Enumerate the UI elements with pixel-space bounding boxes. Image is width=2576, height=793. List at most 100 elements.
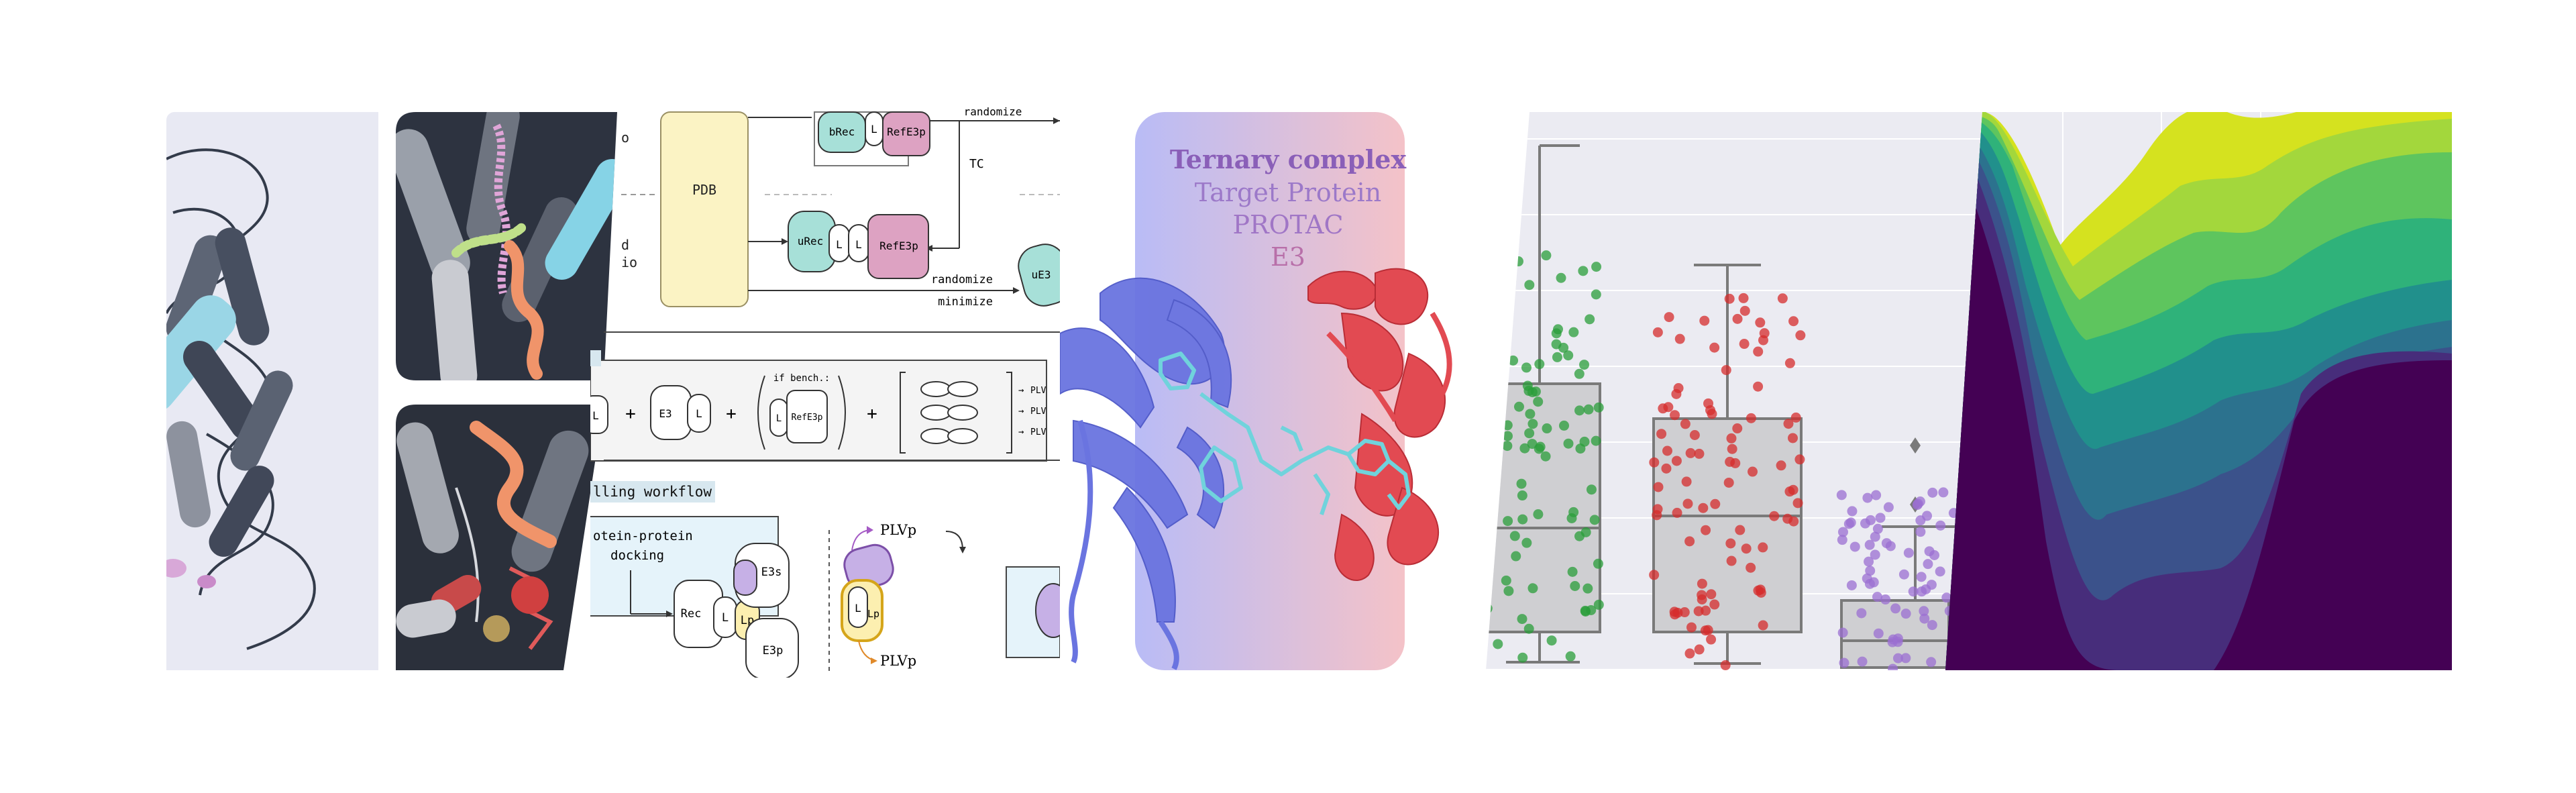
fragment-io-label: io <box>621 254 637 270</box>
green-point <box>1519 443 1530 454</box>
green-point <box>1559 420 1570 431</box>
stacked-area-illustration <box>1945 112 2452 670</box>
green-point <box>1534 359 1545 370</box>
green-point <box>1565 651 1576 662</box>
plv-3-label: PLV <box>1030 427 1046 437</box>
green-point <box>1540 451 1551 462</box>
purple-point <box>1923 559 1933 570</box>
green-point <box>1502 441 1513 452</box>
red-point <box>1656 429 1667 439</box>
purple-point <box>1941 592 1952 603</box>
purple-point <box>1860 518 1870 529</box>
green-point <box>1486 604 1487 615</box>
green-point <box>1523 623 1534 634</box>
red-point <box>1746 562 1756 573</box>
ternary-complex-illustration <box>1060 112 1452 670</box>
green-point <box>1524 428 1535 439</box>
plv-2-label: PLV <box>1030 407 1046 417</box>
purple-point <box>1837 527 1848 537</box>
tc-label: TC <box>969 157 984 171</box>
red-point <box>1682 498 1693 509</box>
red-point <box>1684 536 1695 547</box>
green-point <box>1521 537 1532 548</box>
purple-point <box>1908 586 1919 597</box>
purple-point <box>1837 627 1848 638</box>
red-point <box>1759 328 1770 339</box>
urec-ligand-label: L <box>836 238 843 251</box>
green-point <box>1493 355 1503 366</box>
e3-label: E3 <box>1271 242 1305 272</box>
red-point <box>1725 456 1735 467</box>
green-point <box>1568 327 1579 337</box>
purple-point <box>1870 549 1880 560</box>
randomize-top-label: randomize <box>964 105 1022 118</box>
purple-point <box>1883 502 1894 513</box>
plus-sign-1: + <box>625 404 636 424</box>
modelling-workflow-label: lling workflow <box>593 484 712 500</box>
green-point <box>1530 386 1541 397</box>
red-point <box>1777 293 1788 304</box>
red-point <box>1794 454 1805 465</box>
pdb-label: PDB <box>692 182 716 198</box>
green-point <box>1490 329 1501 340</box>
green-point <box>1593 402 1604 413</box>
red-point <box>1661 463 1672 474</box>
urec-label: uRec <box>798 235 824 248</box>
green-point <box>1579 436 1590 447</box>
brec-ligand-label: L <box>871 123 877 136</box>
red-point <box>1792 498 1803 509</box>
red-point <box>1680 419 1690 429</box>
purple-point <box>1912 500 1923 511</box>
green-point <box>1508 355 1519 366</box>
red-point <box>1694 644 1705 655</box>
modelling-workflow-tag <box>590 481 715 503</box>
purple-point <box>1873 628 1884 639</box>
green-point <box>1542 423 1552 434</box>
purple-point <box>1892 637 1903 647</box>
green-point <box>1506 276 1517 286</box>
rec-label: Rec <box>681 607 702 621</box>
brec-label: bRec <box>829 125 855 138</box>
e3p-label: E3p <box>763 644 784 657</box>
protac-label: PROTAC <box>1232 210 1344 240</box>
plv-1-label: PLV <box>1030 386 1046 396</box>
refe3p-mid-label: RefE3p <box>879 240 918 252</box>
purple-point <box>1898 569 1909 580</box>
green-point <box>1527 419 1538 429</box>
plv-2-arrow: → <box>1018 406 1024 417</box>
purple-point <box>1845 517 1856 528</box>
red-point <box>1720 660 1731 670</box>
purple-point <box>1856 608 1867 619</box>
purple-point <box>1915 527 1926 537</box>
green-point <box>1487 458 1498 468</box>
ternary-gradient-card <box>1135 112 1405 670</box>
purple-point <box>1938 487 1949 498</box>
green-point <box>1551 339 1562 350</box>
green-point <box>1580 606 1591 617</box>
purple-point <box>1888 664 1898 670</box>
protein-structure-panel <box>166 112 378 670</box>
ternary-complex-panel: Ternary complex Target Protein PROTAC E3 <box>1060 112 1516 670</box>
red-point <box>1658 403 1668 414</box>
green-point <box>1516 478 1527 489</box>
eq-ligand-label: L <box>592 409 599 422</box>
red-point <box>1652 504 1663 515</box>
purple-point <box>1870 531 1880 542</box>
red-point <box>1710 498 1721 509</box>
red-point <box>1788 516 1799 527</box>
red-point <box>1699 315 1710 326</box>
red-point <box>1724 293 1735 304</box>
red-point <box>1723 477 1734 488</box>
red-point <box>1726 433 1737 443</box>
green-point <box>1517 652 1528 663</box>
green-point <box>1570 581 1580 592</box>
green-point <box>1563 438 1574 449</box>
target-protein-label: Target Protein <box>1194 178 1382 207</box>
green-point <box>1574 405 1585 416</box>
red-point <box>1727 443 1737 454</box>
green-point <box>1513 256 1523 267</box>
plvp-ligand-label: L <box>855 602 861 615</box>
fragment-d-label: d <box>621 237 629 253</box>
red-point <box>1739 339 1750 350</box>
boxplot-illustration <box>1486 112 1990 670</box>
